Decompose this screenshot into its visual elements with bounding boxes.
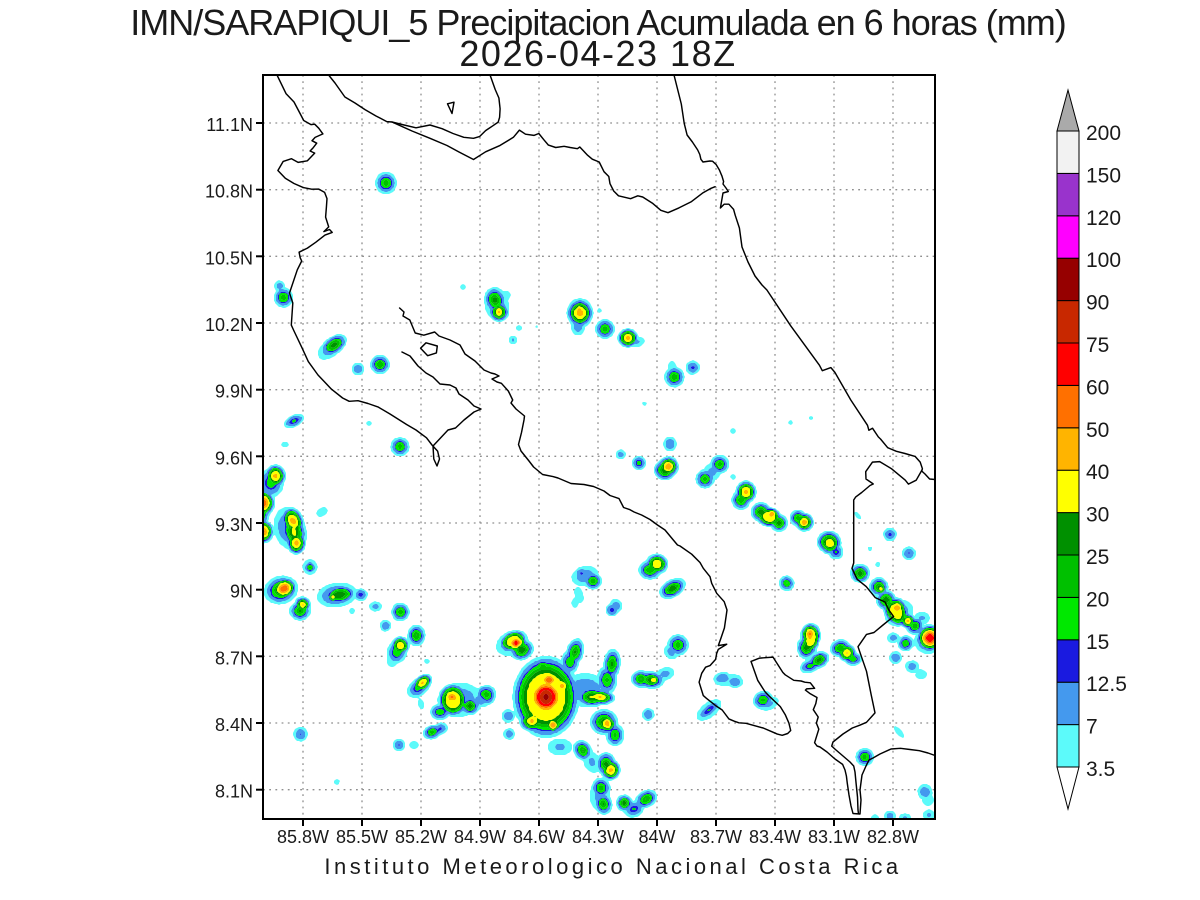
svg-text:9N: 9N [230,582,253,602]
svg-text:9.3N: 9.3N [215,515,253,535]
svg-text:84.3W: 84.3W [572,827,624,847]
svg-text:10.8N: 10.8N [205,182,253,202]
svg-text:8.4N: 8.4N [215,715,253,735]
svg-text:85.5W: 85.5W [336,827,388,847]
svg-text:85.8W: 85.8W [277,827,329,847]
svg-text:8.1N: 8.1N [215,782,253,802]
svg-text:30: 30 [1086,504,1109,527]
svg-text:120: 120 [1086,207,1121,230]
svg-text:200: 200 [1086,122,1121,145]
svg-text:84.6W: 84.6W [513,827,565,847]
svg-text:11.1N: 11.1N [206,115,253,135]
svg-text:83.7W: 83.7W [690,827,742,847]
svg-text:9.9N: 9.9N [215,382,253,402]
svg-text:2026-04-23 18Z: 2026-04-23 18Z [459,33,736,74]
svg-text:15: 15 [1086,631,1109,654]
svg-text:82.8W: 82.8W [867,827,919,847]
svg-text:25: 25 [1086,546,1109,569]
svg-text:8.7N: 8.7N [215,648,253,668]
svg-text:84.9W: 84.9W [454,827,506,847]
svg-text:20: 20 [1086,588,1109,611]
svg-text:85.2W: 85.2W [395,827,447,847]
svg-text:90: 90 [1086,292,1109,315]
svg-text:83.1W: 83.1W [808,827,860,847]
svg-text:84W: 84W [638,827,675,847]
svg-text:83.4W: 83.4W [749,827,801,847]
svg-text:60: 60 [1086,376,1109,399]
svg-text:3.5: 3.5 [1086,758,1115,781]
svg-text:10.2N: 10.2N [205,315,253,335]
svg-text:9.6N: 9.6N [215,448,253,468]
svg-text:100: 100 [1086,249,1121,272]
svg-text:40: 40 [1086,461,1109,484]
svg-text:150: 150 [1086,164,1121,187]
svg-text:75: 75 [1086,334,1109,357]
svg-text:10.5N: 10.5N [205,248,253,268]
svg-text:7: 7 [1086,716,1098,739]
svg-text:50: 50 [1086,419,1109,442]
svg-text:12.5: 12.5 [1086,673,1127,696]
svg-text:Instituto Meteorologico Nacion: Instituto Meteorologico Nacional Costa R… [324,854,901,879]
svg-text:IMN/SARAPIQUI_5 Precipitacion: IMN/SARAPIQUI_5 Precipitacion Acumulada … [130,2,1065,43]
